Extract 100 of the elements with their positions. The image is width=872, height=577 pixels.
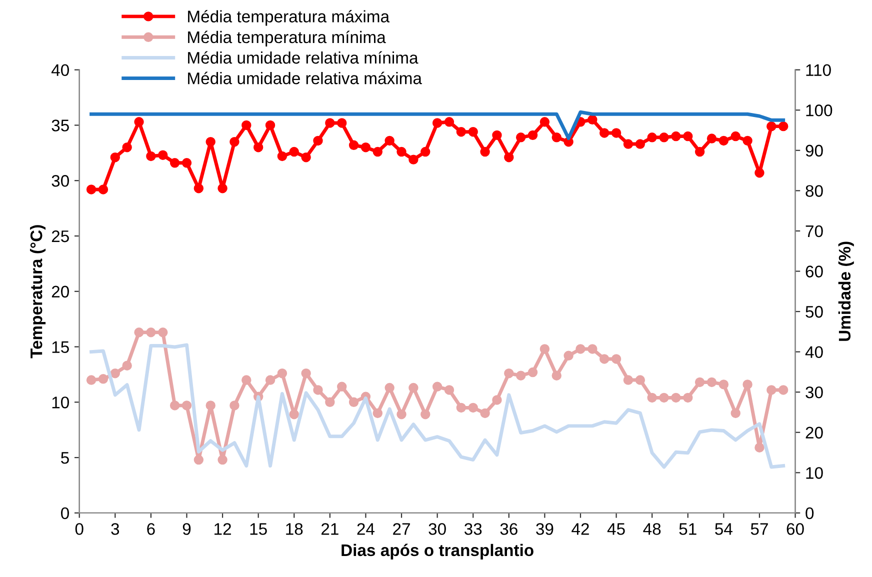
y-tick-label: 0 bbox=[61, 507, 69, 520]
legend-label: Média temperatura mínima bbox=[188, 30, 386, 46]
point bbox=[576, 344, 586, 354]
point bbox=[372, 408, 383, 418]
point bbox=[778, 385, 788, 395]
point bbox=[444, 117, 454, 127]
point bbox=[384, 382, 394, 393]
point bbox=[599, 354, 610, 364]
x-tick-label: 6 bbox=[147, 523, 155, 535]
point bbox=[325, 397, 335, 408]
y-axis-title: Temperatura (°C) bbox=[30, 225, 46, 358]
point bbox=[456, 402, 466, 413]
point bbox=[277, 151, 288, 162]
point bbox=[242, 120, 252, 130]
point bbox=[289, 409, 299, 420]
point bbox=[683, 392, 693, 403]
point bbox=[694, 146, 705, 157]
point bbox=[170, 400, 180, 410]
point bbox=[730, 131, 740, 142]
point bbox=[468, 402, 478, 413]
point bbox=[146, 151, 156, 162]
point bbox=[146, 328, 156, 338]
x-tick-label: 18 bbox=[286, 523, 303, 535]
point bbox=[706, 377, 717, 388]
y2-tick-label: 100 bbox=[806, 104, 832, 116]
y-tick-label: 10 bbox=[52, 396, 69, 408]
point bbox=[360, 142, 371, 152]
point bbox=[313, 136, 323, 146]
point bbox=[492, 395, 502, 405]
legend-label: Média temperatura máxima bbox=[188, 10, 390, 26]
point bbox=[277, 368, 288, 378]
point bbox=[182, 400, 192, 410]
point bbox=[659, 392, 669, 403]
point bbox=[730, 408, 740, 418]
point bbox=[456, 126, 466, 137]
point bbox=[396, 409, 406, 420]
point bbox=[647, 392, 657, 403]
point bbox=[206, 400, 216, 410]
point bbox=[420, 146, 430, 157]
x-tick-label: 60 bbox=[786, 523, 804, 535]
y-tick-label: 35 bbox=[52, 120, 69, 132]
point bbox=[444, 385, 454, 395]
point bbox=[671, 392, 681, 403]
x-tick-label: 15 bbox=[250, 523, 267, 535]
point bbox=[336, 382, 347, 392]
point bbox=[408, 154, 418, 164]
point bbox=[564, 350, 574, 360]
point bbox=[242, 375, 252, 385]
point bbox=[170, 158, 180, 168]
point bbox=[194, 183, 204, 194]
point bbox=[230, 136, 240, 147]
x-tick-label: 21 bbox=[321, 523, 338, 535]
y2-axis-title: Umidade (%) bbox=[838, 242, 854, 341]
point bbox=[480, 408, 490, 418]
point bbox=[313, 385, 323, 395]
x-tick-label: 51 bbox=[679, 523, 696, 535]
y-tick-label: 15 bbox=[52, 341, 69, 353]
x-tick-label: 3 bbox=[111, 523, 120, 535]
y-tick-label: 40 bbox=[51, 64, 69, 76]
y2-tick-label: 80 bbox=[806, 185, 823, 197]
point bbox=[122, 360, 132, 370]
x-tick-label: 36 bbox=[500, 523, 518, 535]
point bbox=[540, 344, 550, 354]
point bbox=[599, 128, 610, 138]
y2-tick-label: 50 bbox=[806, 306, 823, 318]
point bbox=[122, 142, 132, 152]
point bbox=[540, 117, 550, 127]
x-tick-label: 45 bbox=[607, 523, 625, 535]
point bbox=[408, 382, 418, 393]
point bbox=[432, 382, 442, 392]
point bbox=[552, 370, 562, 380]
point bbox=[158, 328, 168, 338]
point bbox=[206, 136, 216, 147]
point bbox=[110, 368, 120, 378]
point bbox=[134, 117, 144, 127]
point bbox=[480, 146, 490, 157]
point bbox=[742, 136, 752, 146]
y2-tick-label: 10 bbox=[806, 467, 823, 479]
point bbox=[635, 139, 646, 149]
point bbox=[504, 368, 514, 378]
point bbox=[766, 121, 776, 132]
point bbox=[420, 409, 430, 420]
point bbox=[396, 146, 406, 157]
point bbox=[635, 375, 646, 385]
legend-label: Média umidade relativa mínima bbox=[188, 51, 418, 64]
point bbox=[158, 150, 168, 160]
x-tick-label: 30 bbox=[428, 523, 446, 535]
x-tick-label: 57 bbox=[750, 523, 768, 535]
point bbox=[778, 121, 788, 132]
x-axis-title: Dias após o transplantio bbox=[342, 544, 534, 560]
y-tick-label: 25 bbox=[52, 230, 69, 242]
point bbox=[289, 146, 299, 157]
point bbox=[265, 120, 276, 130]
point bbox=[659, 132, 669, 142]
legend-label: Média umidade relativa máxima bbox=[188, 72, 422, 84]
point bbox=[492, 130, 502, 140]
y2-tick-label: 30 bbox=[806, 386, 823, 398]
point bbox=[694, 377, 705, 388]
point bbox=[194, 454, 204, 465]
point bbox=[182, 158, 192, 168]
